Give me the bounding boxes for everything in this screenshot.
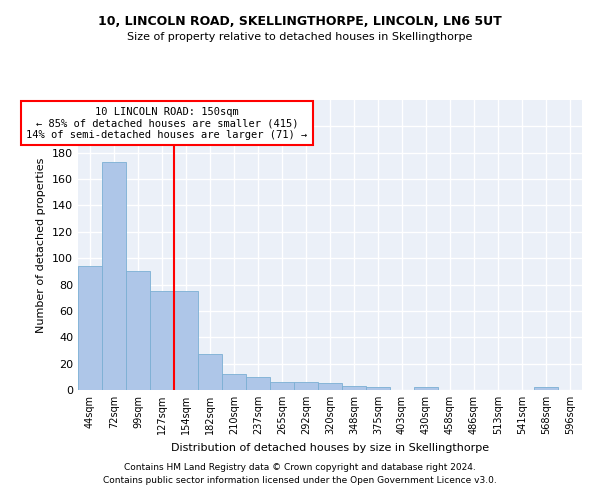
Bar (246, 377, 270, 390)
Bar (150, 291, 174, 390)
Bar (270, 382, 294, 390)
Bar (318, 384, 342, 390)
Bar (342, 386, 366, 390)
Bar (102, 162, 126, 390)
X-axis label: Distribution of detached houses by size in Skellingthorpe: Distribution of detached houses by size … (171, 442, 489, 452)
Y-axis label: Number of detached properties: Number of detached properties (37, 158, 46, 332)
Bar (174, 291, 198, 390)
Bar (78, 266, 102, 390)
Text: Size of property relative to detached houses in Skellingthorpe: Size of property relative to detached ho… (127, 32, 473, 42)
Text: Contains public sector information licensed under the Open Government Licence v3: Contains public sector information licen… (103, 476, 497, 485)
Bar (294, 382, 318, 390)
Bar (414, 388, 438, 390)
Bar (366, 388, 390, 390)
Text: Contains HM Land Registry data © Crown copyright and database right 2024.: Contains HM Land Registry data © Crown c… (124, 464, 476, 472)
Bar (222, 374, 246, 390)
Bar (198, 354, 222, 390)
Text: 10 LINCOLN ROAD: 150sqm
← 85% of detached houses are smaller (415)
14% of semi-d: 10 LINCOLN ROAD: 150sqm ← 85% of detache… (26, 106, 307, 140)
Text: 10, LINCOLN ROAD, SKELLINGTHORPE, LINCOLN, LN6 5UT: 10, LINCOLN ROAD, SKELLINGTHORPE, LINCOL… (98, 15, 502, 28)
Bar (534, 388, 558, 390)
Bar (126, 272, 150, 390)
